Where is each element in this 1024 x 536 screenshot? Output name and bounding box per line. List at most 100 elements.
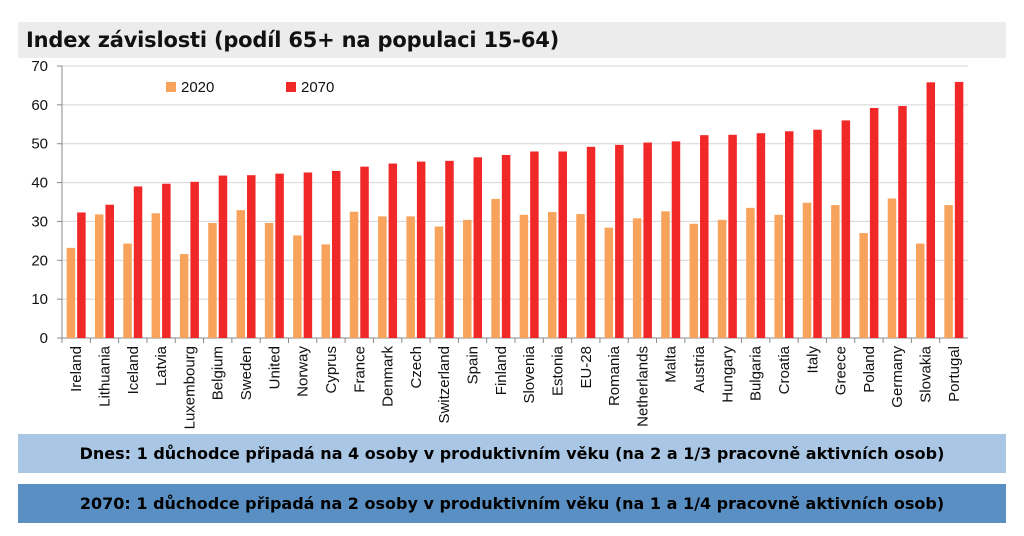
legend-label-2070: 2070 — [301, 79, 334, 96]
x-tick-label: Belgium — [210, 346, 227, 400]
bar-2070-italy — [813, 129, 822, 338]
bar-2020-poland — [859, 233, 868, 338]
bar-2020-finland — [491, 198, 500, 338]
x-tick-label: Poland — [861, 346, 878, 393]
bar-2020-belgium — [208, 222, 217, 338]
y-tick-label: 20 — [31, 252, 48, 269]
bar-2070-austria — [700, 135, 709, 338]
x-tick-label: Sweden — [238, 346, 255, 400]
bar-2070-malta — [671, 141, 681, 338]
x-tick-label: Ireland — [68, 346, 85, 392]
bar-2070-cyprus — [331, 170, 341, 338]
x-tick-label: Bulgaria — [748, 345, 765, 401]
bar-2020-romania — [604, 227, 614, 338]
bar-2020-czech — [406, 216, 415, 338]
x-tick-label: Lithuania — [96, 345, 113, 407]
bar-2070-iceland — [133, 186, 143, 338]
bar-2070-romania — [615, 144, 624, 338]
x-tick-label: Hungary — [719, 346, 736, 403]
bar-2070-slovenia — [530, 151, 539, 338]
bar-2070-lithuania — [105, 204, 114, 338]
x-tick-label: Luxembourg — [181, 346, 198, 429]
bar-2070-poland — [869, 107, 879, 338]
x-tick-label: Netherlands — [634, 346, 651, 427]
bar-chart: 0 10 20 30 40 50 60 70 Ireland Lithuania Iceland La… — [31, 58, 968, 429]
x-tick-label: Slovakia — [918, 345, 935, 402]
bar-2020-netherlands — [632, 218, 642, 338]
banner-today: Dnes: 1 důchodce připadá na 4 osoby v pr… — [18, 434, 1006, 473]
chart-title-bar: Index závislosti (podíl 65+ na populaci … — [18, 22, 1006, 58]
y-tick-label: 60 — [31, 97, 48, 114]
x-tick-label: United — [266, 346, 283, 389]
x-tick-label: Portugal — [946, 346, 963, 402]
bar-2070-netherlands — [643, 142, 652, 338]
bar-2020-portugal — [944, 205, 953, 338]
x-tick-label: Spain — [465, 346, 482, 384]
bar-2070-norway — [303, 172, 313, 338]
bar-2070-estonia — [558, 151, 567, 338]
bar-2020-eu-28 — [576, 214, 585, 338]
bar-2070-latvia — [162, 183, 171, 338]
bar-2020-spain — [463, 219, 472, 338]
bar-2070-switzerland — [445, 160, 454, 338]
x-tick-label: Switzerland — [436, 346, 453, 424]
bar-2070-croatia — [784, 131, 794, 338]
bar-2020-greece — [831, 205, 840, 338]
x-tick-label: Iceland — [125, 346, 142, 394]
legend-swatch-2020 — [166, 82, 176, 92]
legend-swatch-2070 — [286, 82, 296, 92]
x-tick-label: Finland — [493, 346, 510, 395]
bar-2020-italy — [802, 202, 812, 338]
x-tick-label: Austria — [691, 345, 708, 392]
bar-2020-iceland — [123, 243, 132, 338]
bar-2020-latvia — [151, 213, 161, 338]
bar-2020-cyprus — [321, 244, 330, 338]
bar-2070-bulgaria — [756, 133, 766, 338]
x-tick-label: Czech — [408, 346, 425, 389]
bar-2020-austria — [689, 223, 699, 338]
x-tick-label: Norway — [295, 346, 312, 397]
bar-2020-croatia — [774, 214, 783, 338]
bar-2020-norway — [293, 235, 302, 338]
bar-2020-estonia — [547, 212, 557, 338]
x-tick-label: Croatia — [776, 345, 793, 394]
bar-2070-czech — [416, 161, 426, 338]
bar-2070-spain — [473, 157, 483, 338]
bar-2070-luxembourg — [190, 181, 199, 338]
bar-2020-lithuania — [94, 214, 104, 338]
y-tick-label: 0 — [40, 330, 48, 347]
x-tick-label: Estonia — [549, 345, 566, 396]
x-tick-label: France — [351, 346, 368, 393]
bar-2020-malta — [661, 211, 670, 338]
y-tick-label: 10 — [31, 291, 48, 308]
legend-label-2020: 2020 — [181, 79, 214, 96]
bar-2070-sweden — [247, 175, 256, 338]
bar-2070-denmark — [388, 163, 398, 338]
bar-2020-ireland — [66, 247, 76, 338]
x-tick-label: Slovenia — [521, 345, 538, 403]
bar-2070-portugal — [954, 81, 964, 338]
bar-2070-germany — [898, 106, 907, 338]
bar-2020-germany — [887, 198, 897, 338]
bar-2070-finland — [501, 154, 511, 338]
bar-2020-luxembourg — [179, 254, 189, 338]
bar-2020-hungary — [717, 219, 727, 338]
bar-2070-hungary — [728, 134, 737, 338]
x-tick-label: Italy — [804, 346, 821, 374]
x-tick-label: Latvia — [153, 345, 170, 386]
bar-2020-slovakia — [916, 243, 925, 338]
x-tick-label: Cyprus — [323, 346, 340, 394]
bar-2020-france — [349, 211, 359, 338]
bar-2020-united — [264, 222, 274, 338]
bar-2070-belgium — [218, 175, 228, 338]
bar-2020-slovenia — [519, 214, 529, 338]
bar-2070-united — [275, 173, 284, 338]
banner-2070: 2070: 1 důchodce připadá na 2 osoby v pr… — [18, 484, 1006, 523]
x-tick-label: Romania — [606, 345, 623, 406]
bar-2070-eu-28 — [586, 146, 596, 338]
y-tick-label: 50 — [31, 136, 48, 153]
bar-2020-switzerland — [434, 226, 444, 338]
bar-2070-greece — [841, 120, 851, 339]
y-tick-label: 40 — [31, 175, 48, 192]
y-tick-label: 70 — [31, 58, 48, 75]
